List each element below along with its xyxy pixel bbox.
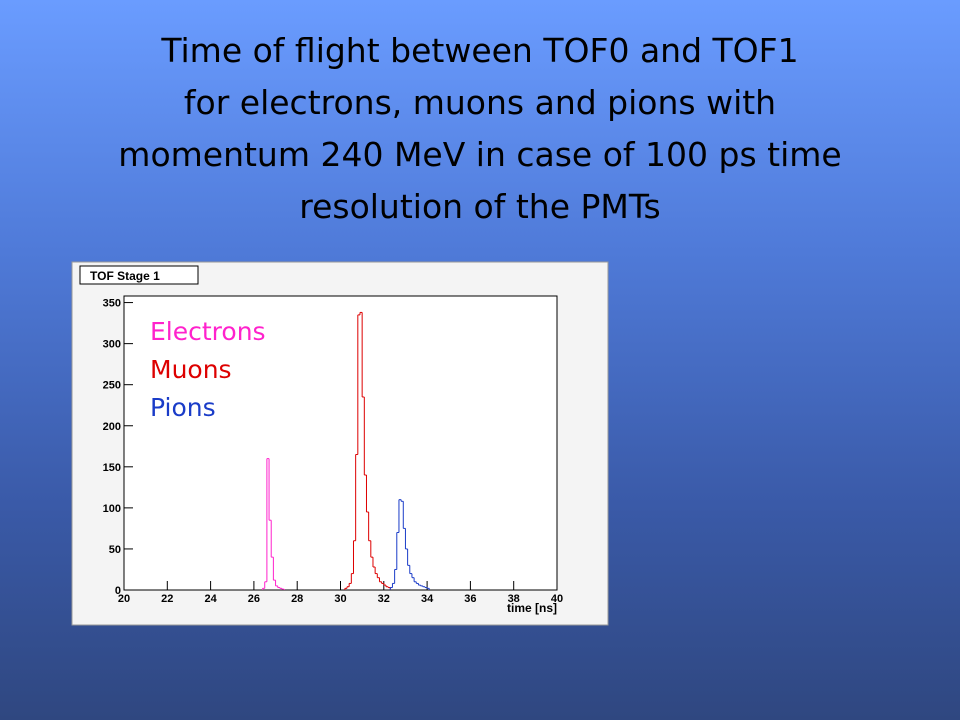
legend-entry: Pions <box>150 393 216 422</box>
x-tick-label: 30 <box>334 593 346 605</box>
y-tick-label: 250 <box>103 380 121 392</box>
x-tick-label: 38 <box>508 593 520 605</box>
legend-entry: Electrons <box>150 317 266 346</box>
y-tick-label: 300 <box>103 339 121 351</box>
x-axis-label: time [ns] <box>507 601 557 615</box>
title-box <box>79 265 199 285</box>
x-tick-label: 28 <box>291 593 303 605</box>
x-tick-label: 24 <box>204 593 217 605</box>
y-tick-label: 200 <box>103 421 121 433</box>
step-connector <box>344 312 391 590</box>
slide-title: momentum 240 MeV in case of 100 ps time <box>118 135 841 174</box>
slide-title: resolution of the PMTs <box>299 187 661 226</box>
x-tick-label: 22 <box>161 593 173 605</box>
x-tick-label: 40 <box>551 593 563 605</box>
y-tick-label: 350 <box>103 298 121 310</box>
step-connector <box>389 499 430 590</box>
y-tick-label: 150 <box>103 462 121 474</box>
x-tick-label: 20 <box>118 593 130 605</box>
x-tick-label: 34 <box>421 593 434 605</box>
y-tick-label: 100 <box>103 503 121 515</box>
plot-frame <box>123 295 558 591</box>
x-tick-label: 26 <box>248 593 260 605</box>
y-tick-label: 0 <box>115 585 121 597</box>
x-tick-label: 32 <box>378 593 390 605</box>
step-connector <box>262 458 285 590</box>
y-tick-label: 50 <box>109 544 121 556</box>
slide-title: for electrons, muons and pions with <box>184 83 776 122</box>
legend-entry: Muons <box>150 355 232 384</box>
chart-title: TOF Stage 1 <box>90 269 160 283</box>
x-tick-label: 36 <box>464 593 476 605</box>
slide-title: Time of flight between TOF0 and TOF1 <box>160 31 798 70</box>
